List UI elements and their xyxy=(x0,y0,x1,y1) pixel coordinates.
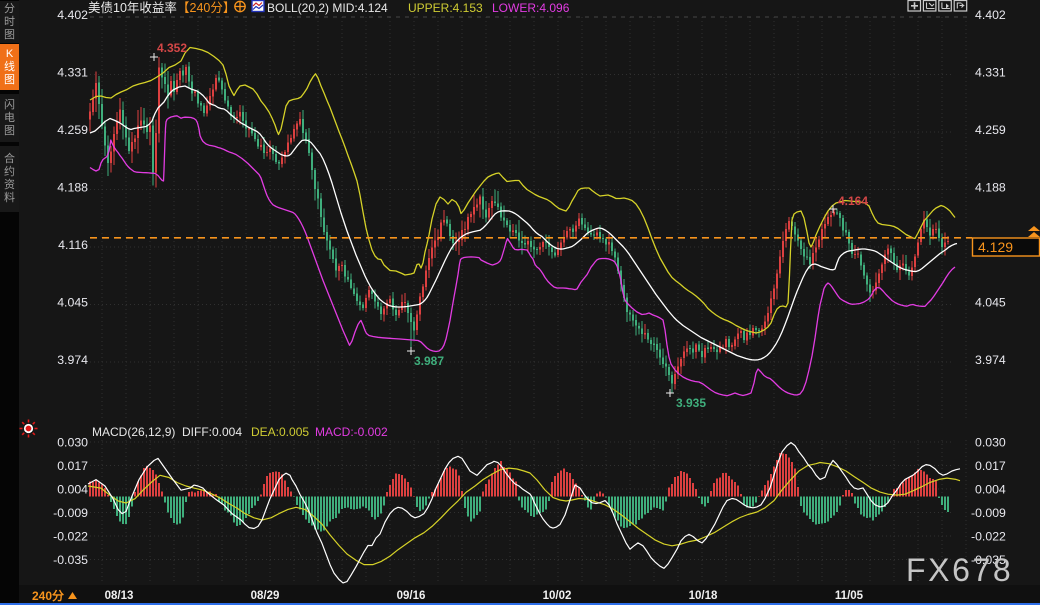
svg-text:3.935: 3.935 xyxy=(676,396,706,410)
svg-text:4.164: 4.164 xyxy=(838,194,868,208)
svg-text:-0.035: -0.035 xyxy=(53,553,88,567)
svg-text:4.045: 4.045 xyxy=(57,296,88,310)
svg-text:0.004: 0.004 xyxy=(975,483,1006,497)
svg-text:08/13: 08/13 xyxy=(105,590,134,602)
svg-text:3.974: 3.974 xyxy=(975,353,1006,367)
svg-text:0.017: 0.017 xyxy=(57,459,88,473)
svg-text:-0.022: -0.022 xyxy=(53,530,88,544)
svg-text:-0.009: -0.009 xyxy=(971,506,1006,520)
svg-text:LOWER:4.096: LOWER:4.096 xyxy=(492,1,570,15)
svg-text:4.352: 4.352 xyxy=(157,41,187,55)
svg-text:FX678: FX678 xyxy=(906,552,1013,588)
svg-text:DIFF:0.004: DIFF:0.004 xyxy=(182,425,242,439)
svg-text:MACD(26,12,9): MACD(26,12,9) xyxy=(92,425,175,439)
svg-text:240分: 240分 xyxy=(32,588,64,603)
svg-text:4.402: 4.402 xyxy=(975,8,1006,22)
svg-text:DEA:0.005: DEA:0.005 xyxy=(251,425,309,439)
svg-text:4.259: 4.259 xyxy=(57,123,88,137)
svg-text:4.331: 4.331 xyxy=(975,66,1006,80)
svg-text:3.987: 3.987 xyxy=(414,354,444,368)
svg-text:0.004: 0.004 xyxy=(57,483,88,497)
svg-text:MACD:-0.002: MACD:-0.002 xyxy=(315,425,388,439)
svg-text:10/02: 10/02 xyxy=(543,590,572,602)
svg-text:4.402: 4.402 xyxy=(57,8,88,22)
svg-text:4.129: 4.129 xyxy=(978,239,1013,255)
svg-text:4.259: 4.259 xyxy=(975,123,1006,137)
svg-text:08/29: 08/29 xyxy=(251,590,280,602)
svg-text:-0.035: -0.035 xyxy=(971,553,1006,567)
svg-text:美债10年收益率: 美债10年收益率 xyxy=(88,0,177,15)
svg-text:4.188: 4.188 xyxy=(975,181,1006,195)
svg-text:4.116: 4.116 xyxy=(58,238,88,252)
svg-text:-0.022: -0.022 xyxy=(971,530,1006,544)
svg-text:4.188: 4.188 xyxy=(57,181,88,195)
svg-text:【240分】: 【240分】 xyxy=(177,1,235,15)
svg-text:11/05: 11/05 xyxy=(835,590,864,602)
svg-text:0.030: 0.030 xyxy=(975,436,1006,450)
svg-text:4.045: 4.045 xyxy=(975,296,1006,310)
svg-text:0.017: 0.017 xyxy=(975,459,1006,473)
svg-text:0.030: 0.030 xyxy=(57,436,88,450)
svg-text:10/18: 10/18 xyxy=(689,590,718,602)
svg-text:4.331: 4.331 xyxy=(57,66,88,80)
svg-text:UPPER:4.153: UPPER:4.153 xyxy=(408,1,483,15)
svg-text:3.974: 3.974 xyxy=(57,353,88,367)
svg-text:09/16: 09/16 xyxy=(397,590,426,602)
svg-text:BOLL(20,2) MID:4.124: BOLL(20,2) MID:4.124 xyxy=(267,1,388,15)
svg-text:-0.009: -0.009 xyxy=(53,506,88,520)
